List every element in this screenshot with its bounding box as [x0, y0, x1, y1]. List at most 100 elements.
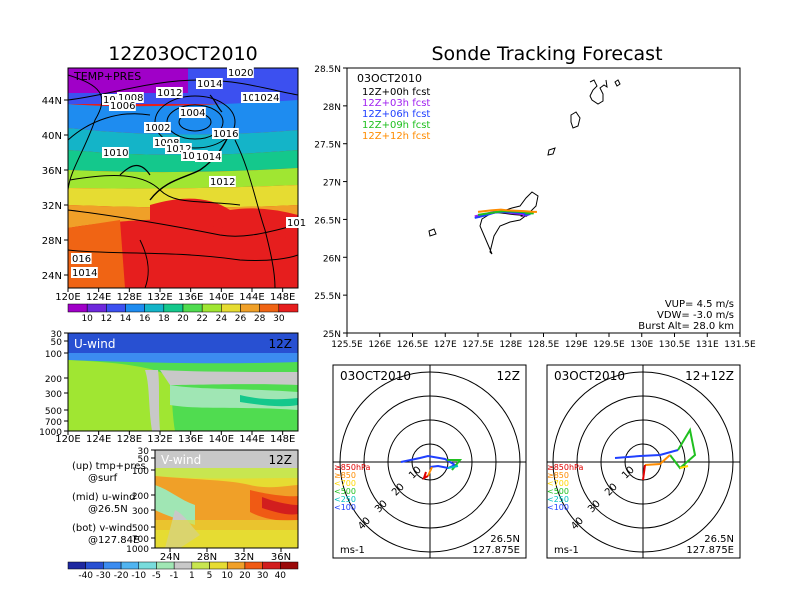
colorbar-swatch	[86, 303, 107, 313]
hodo1-lon: 127.875E	[472, 545, 520, 556]
u-xtick-label: 120E	[55, 434, 80, 445]
u-ytick-label: 100	[45, 350, 62, 360]
colorbar-tick: 26	[235, 314, 247, 324]
pressure-label-bg	[165, 143, 192, 154]
u-ytick-label: 200	[45, 375, 62, 385]
track-frame	[346, 67, 741, 334]
legend-bot-2: @127.84E	[88, 535, 139, 546]
colorbar-swatch	[240, 303, 260, 313]
pressure-label-bg	[181, 150, 208, 161]
legend-mid: (mid) u-wind	[72, 492, 135, 503]
lat-tick-label: 32N	[42, 201, 62, 212]
map-lon-ticks: 120E 124E 128E 132E 136E 140E 144E 148E	[55, 288, 295, 303]
hodo1-time: 12Z	[497, 369, 521, 383]
panel-legend: (up) tmp+pres @surf (mid) u-wind @26.5N …	[72, 461, 146, 546]
track-xtick-label: 130E	[630, 340, 653, 350]
lon-tick-label: 132E	[147, 292, 172, 303]
pressure-label: 1024	[254, 93, 279, 104]
wind-colorbar-swatch	[103, 561, 122, 570]
colorbar-tick: 10	[81, 314, 93, 324]
track-xtick-label: 127.5E	[462, 340, 494, 350]
hodo-level-legend: <250	[547, 495, 569, 504]
colorbar-swatch	[144, 303, 165, 313]
wind-colorbar-tick: 30	[257, 571, 269, 581]
forecast-tracks	[474, 208, 537, 219]
u-xtick-label: 132E	[147, 434, 172, 445]
u-ytick-label: 300	[45, 390, 62, 400]
pressure-label-bg	[102, 94, 129, 105]
colorbar-swatch	[163, 303, 184, 313]
wind-colorbar-tick: 1	[189, 571, 195, 581]
hodo1-unit: ms-1	[340, 545, 365, 556]
lon-tick-label: 136E	[178, 292, 203, 303]
v-ytick-label: 700	[132, 535, 149, 545]
wind-colorbar-swatch	[280, 561, 299, 570]
u-lon-ticks: 120E 124E 128E 132E 136E 140E 144E 148E	[55, 431, 295, 445]
hodo-level-legend: <700	[547, 479, 569, 488]
pressure-label: 1010	[103, 148, 128, 159]
hodo-level-legend: <700	[334, 479, 356, 488]
hodo-level-legend: ≥850	[547, 471, 569, 480]
v-ytick-label: 1000	[126, 545, 149, 555]
pressure-label: 1012	[166, 144, 191, 155]
u-xtick-label: 144E	[239, 434, 264, 445]
wind-colorbar-swatch	[209, 561, 228, 570]
wind-colorbar-tick: 10	[222, 571, 234, 581]
wind-colorbar-swatch	[173, 561, 193, 570]
track-xtick-label: 131E	[696, 340, 719, 350]
lat-tick-label: 36N	[42, 166, 62, 177]
track-ytick-label: 27.5N	[314, 141, 341, 151]
wind-colorbar-swatch	[262, 561, 281, 570]
lon-tick-label: 148E	[270, 292, 295, 303]
hodo1-lat: 26.5N	[490, 534, 520, 545]
pressure-label-bg	[117, 92, 144, 103]
v-ytick-label: 500	[132, 524, 149, 534]
temperature-colorbar: 10 12 14 16 18 20 22 24 26 28 30	[67, 303, 299, 324]
track-lat-ticks: 28.5N 28N 27.5N 27N 26.5N 26N 25.5N 25N	[314, 65, 347, 340]
u-wind-time: 12Z	[269, 337, 293, 351]
track-xtick-label: 126E	[368, 340, 391, 350]
lat-tick-label: 44N	[42, 96, 62, 107]
wind-colorbar-tick: 40	[275, 571, 287, 581]
colorbar-swatch	[106, 303, 126, 313]
colorbar-tick: 22	[196, 314, 207, 324]
wind-colorbar-tick: -5	[152, 571, 161, 581]
track-xtick-label: 130.5E	[659, 340, 691, 350]
v-xtick-label: 36N	[271, 552, 291, 563]
legend-bot: (bot) v-wind	[72, 523, 132, 534]
v-xtick-label: 32N	[234, 552, 254, 563]
wind-colorbar-swatch	[191, 561, 210, 570]
wind-colorbar-tick: -20	[114, 571, 129, 581]
colorbar-swatch	[125, 303, 145, 313]
pressure-label-bg	[227, 67, 254, 78]
u-ytick-label: 30	[51, 330, 63, 340]
colorbar-swatch	[67, 303, 88, 313]
map-frame	[67, 67, 299, 289]
lat-tick-label: 24N	[42, 271, 62, 282]
pressure-label-bg	[102, 147, 129, 158]
hodo2-lon: 127.875E	[686, 545, 734, 556]
wind-colorbar: -40 -30 -20 -10 -5 -1 1 5 10 20 30 40	[67, 561, 299, 581]
vdw-text: VDW= -3.0 m/s	[657, 310, 734, 321]
hodo-level-legend: ≥850hPa	[334, 463, 371, 472]
pressure-label-bg	[196, 78, 223, 89]
v-wind-label: V-wind	[161, 453, 201, 467]
track-legend-entry: 12Z+06h fcst	[362, 109, 430, 120]
map-lat-ticks: 44N 40N 36N 32N 28N 24N	[42, 96, 68, 282]
hodo2-unit: ms-1	[554, 545, 579, 556]
colorbar-tick: 24	[216, 314, 228, 324]
track-ytick-label: 25N	[323, 330, 341, 340]
lon-tick-label: 140E	[209, 292, 234, 303]
lon-tick-label: 144E	[239, 292, 264, 303]
lat-tick-label: 28N	[42, 236, 62, 247]
pressure-label: 1004	[180, 108, 205, 119]
track-panel: 125.5E 126E 126.5E 127E 127.5E 128E 128.5E 129E…	[314, 65, 756, 350]
pressure-label: 1014	[196, 152, 221, 163]
u-ytick-label: 700	[45, 418, 62, 428]
u-xtick-label: 136E	[178, 434, 203, 445]
wind-colorbar-tick: 20	[239, 571, 251, 581]
